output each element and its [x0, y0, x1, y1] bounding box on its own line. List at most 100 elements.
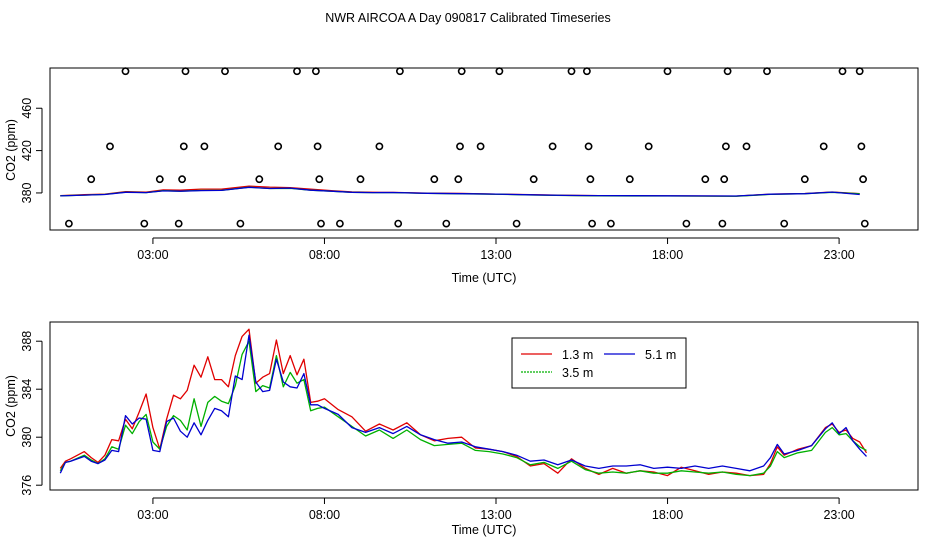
top-reference-point	[255, 175, 264, 184]
bottom-x-axis-label: Time (UTC)	[452, 523, 517, 537]
bottom-y-axis: 376 380 384 388	[20, 331, 43, 496]
top-reference-point	[682, 219, 691, 228]
legend-label-1-3m: 1.3 m	[562, 348, 593, 362]
top-reference-point	[313, 142, 322, 151]
bottom-series-1-3-m	[59, 328, 868, 477]
top-series-lines	[60, 185, 860, 197]
top-reference-point	[221, 67, 229, 76]
top-reference-point	[583, 67, 591, 76]
top-reference-point	[780, 219, 789, 228]
top-reference-point	[140, 219, 149, 228]
top-reference-point	[65, 219, 73, 228]
legend-label-3-5m: 3.5 m	[562, 366, 593, 380]
top-reference-point	[178, 175, 186, 184]
bottom-series-3-5-m	[59, 340, 867, 477]
top-reference-point	[701, 175, 710, 184]
top-plot-frame	[49, 67, 919, 231]
top-reference-points	[65, 67, 869, 228]
top-y-axis-label: CO2 (ppm)	[4, 119, 18, 181]
top-reference-point	[454, 175, 463, 184]
top-reference-point	[395, 67, 404, 76]
top-reference-point	[317, 219, 325, 228]
top-reference-point	[121, 67, 130, 76]
legend-label-5-1m: 5.1 m	[645, 348, 676, 362]
top-reference-point	[663, 67, 672, 76]
top-reference-point	[315, 175, 324, 184]
bottom-x-axis: 03:00 08:00 13:00 18:00 23:00	[137, 497, 855, 522]
top-reference-point	[857, 142, 866, 151]
top-x-tick-label: 03:00	[137, 248, 168, 262]
top-reference-point	[584, 142, 593, 151]
top-reference-point	[375, 142, 384, 151]
top-reference-point	[860, 219, 869, 228]
top-reference-point	[720, 175, 729, 184]
top-reference-point	[430, 175, 439, 184]
bottom-y-tick-label: 388	[20, 331, 34, 352]
top-reference-point	[495, 67, 504, 76]
top-reference-point	[179, 142, 188, 151]
bottom-y-axis-label: CO2 (ppm)	[4, 375, 18, 437]
bottom-x-tick-label: 03:00	[137, 508, 168, 522]
top-reference-point	[200, 142, 209, 151]
top-reference-point	[356, 175, 365, 184]
bottom-x-tick-label: 18:00	[652, 508, 683, 522]
top-reference-point	[236, 219, 245, 228]
bottom-x-tick-label: 13:00	[480, 508, 511, 522]
top-y-tick-label: 420	[20, 140, 34, 161]
bottom-y-tick-label: 380	[20, 427, 34, 448]
top-reference-point	[311, 67, 320, 76]
top-reference-point	[512, 219, 521, 228]
top-y-tick-label: 380	[20, 182, 34, 203]
top-reference-point	[106, 142, 114, 151]
top-reference-point	[529, 175, 538, 184]
top-reference-point	[548, 142, 557, 151]
top-reference-point	[625, 175, 634, 184]
bottom-x-tick-label: 23:00	[823, 508, 854, 522]
top-reference-point	[181, 67, 190, 76]
top-x-tick-label: 18:00	[652, 248, 683, 262]
top-x-axis: 03:00 08:00 13:00 18:00 23:00	[137, 237, 855, 262]
top-reference-point	[607, 219, 615, 228]
top-x-axis-label: Time (UTC)	[452, 271, 517, 285]
top-reference-point	[293, 67, 301, 76]
bottom-y-tick-label: 376	[20, 475, 34, 496]
bottom-x-tick-label: 08:00	[309, 508, 340, 522]
top-reference-point	[763, 67, 771, 76]
top-reference-point	[718, 219, 727, 228]
legend: 1.3 m 5.1 m 3.5 m	[511, 337, 687, 389]
top-reference-point	[586, 175, 595, 184]
top-reference-point	[335, 219, 344, 228]
top-series-5-1-m	[60, 186, 860, 197]
top-reference-point	[567, 67, 576, 76]
top-reference-point	[722, 142, 730, 151]
bottom-plot-frame	[49, 321, 919, 491]
top-y-tick-label: 460	[20, 98, 34, 119]
top-reference-point	[588, 219, 596, 228]
top-reference-point	[476, 142, 485, 151]
top-reference-point	[859, 175, 867, 184]
top-reference-point	[457, 67, 466, 76]
top-reference-point	[644, 142, 653, 151]
top-x-tick-label: 08:00	[309, 248, 340, 262]
top-reference-point	[723, 67, 732, 76]
top-reference-point	[155, 175, 164, 184]
bottom-panel: 03:00 08:00 13:00 18:00 23:00 376 380 384 388 T…	[4, 321, 919, 537]
top-reference-point	[800, 175, 809, 184]
bottom-y-tick-label: 384	[20, 379, 34, 400]
legend-box	[511, 337, 687, 389]
top-reference-point	[87, 175, 96, 184]
top-reference-point	[855, 67, 864, 76]
bottom-series-lines	[59, 328, 868, 477]
top-reference-point	[819, 142, 828, 151]
top-reference-point	[742, 142, 751, 151]
bottom-series-5-1-m	[59, 334, 867, 474]
chart-title: NWR AIRCOA A Day 090817 Calibrated Times…	[325, 11, 611, 25]
top-reference-point	[838, 67, 847, 76]
top-reference-point	[442, 219, 451, 228]
top-y-axis: 380 420 460	[20, 98, 43, 203]
top-reference-point	[394, 219, 403, 228]
top-x-tick-label: 13:00	[480, 248, 511, 262]
top-reference-point	[456, 142, 464, 151]
top-reference-point	[174, 219, 183, 228]
